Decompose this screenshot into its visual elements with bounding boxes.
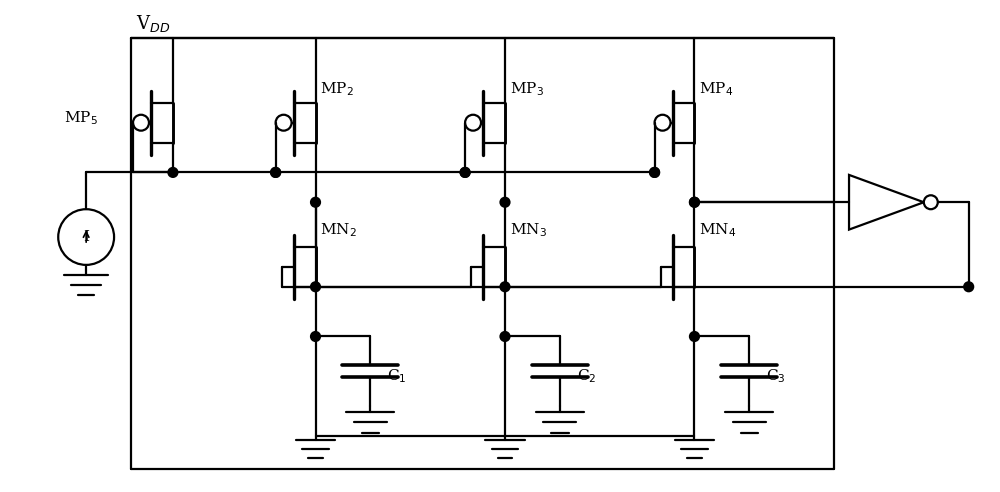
Text: I: I xyxy=(83,230,89,244)
Circle shape xyxy=(461,168,470,177)
Circle shape xyxy=(271,168,280,177)
Text: MP$_3$: MP$_3$ xyxy=(510,80,544,98)
Text: MN$_2$: MN$_2$ xyxy=(320,221,357,239)
Circle shape xyxy=(690,198,699,207)
Circle shape xyxy=(500,282,509,291)
Text: C$_3$: C$_3$ xyxy=(766,368,786,385)
Circle shape xyxy=(500,332,509,341)
Circle shape xyxy=(271,168,280,177)
Text: C$_2$: C$_2$ xyxy=(577,368,596,385)
Circle shape xyxy=(964,282,973,291)
Text: MP$_2$: MP$_2$ xyxy=(320,80,354,98)
Circle shape xyxy=(311,198,320,207)
Circle shape xyxy=(461,168,470,177)
Circle shape xyxy=(690,332,699,341)
Text: MP$_5$: MP$_5$ xyxy=(64,109,98,126)
Circle shape xyxy=(311,282,320,291)
Text: C$_1$: C$_1$ xyxy=(387,368,407,385)
Text: V$_{DD}$: V$_{DD}$ xyxy=(136,13,170,34)
Circle shape xyxy=(650,168,659,177)
Circle shape xyxy=(311,332,320,341)
Circle shape xyxy=(690,198,699,207)
Text: MN$_3$: MN$_3$ xyxy=(510,221,547,239)
Circle shape xyxy=(650,168,659,177)
Circle shape xyxy=(168,168,177,177)
Text: MP$_4$: MP$_4$ xyxy=(699,80,734,98)
Text: MN$_4$: MN$_4$ xyxy=(699,221,737,239)
Circle shape xyxy=(500,198,509,207)
